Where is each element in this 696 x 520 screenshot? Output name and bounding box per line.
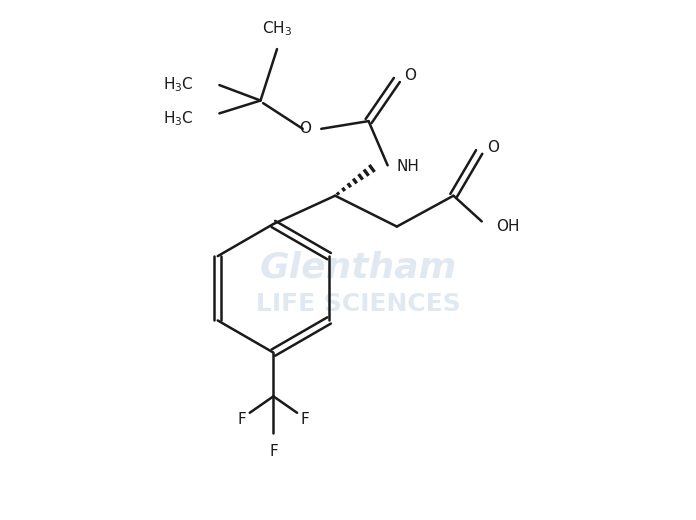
Text: NH: NH <box>396 159 419 174</box>
Text: F: F <box>301 412 310 427</box>
Text: CH$_3$: CH$_3$ <box>262 19 292 38</box>
Text: Glentham: Glentham <box>260 251 457 285</box>
Text: F: F <box>269 445 278 459</box>
Text: H$_3$C: H$_3$C <box>163 109 193 128</box>
Text: H$_3$C: H$_3$C <box>163 76 193 95</box>
Text: O: O <box>404 68 417 83</box>
Text: F: F <box>237 412 246 427</box>
Text: OH: OH <box>496 219 519 234</box>
Text: O: O <box>299 121 312 136</box>
Text: O: O <box>487 140 499 155</box>
Text: LIFE SCIENCES: LIFE SCIENCES <box>256 292 461 316</box>
